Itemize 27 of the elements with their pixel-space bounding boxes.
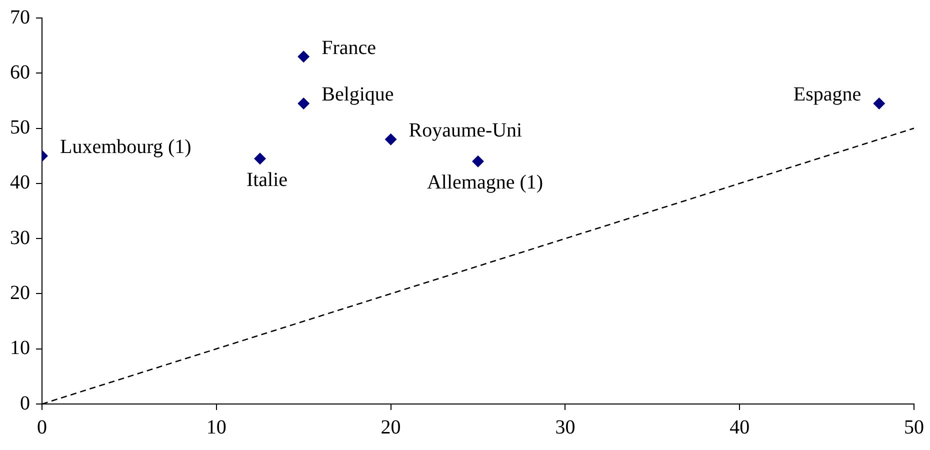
point [873,97,886,110]
x-tick-label: 30 [555,416,576,438]
y-tick-label: 0 [20,392,30,414]
y-tick-label: 40 [10,172,30,194]
x-tick-label: 40 [730,416,750,438]
x-tick-label: 0 [37,416,47,438]
point [298,97,310,110]
y-tick-label: 70 [10,6,30,28]
series-label: Royaume-Uni [408,120,523,142]
point [472,155,484,168]
series-label: Belgique [322,84,394,106]
point [384,133,397,146]
y-tick-label: 10 [10,337,30,360]
series-label: Allemagne (1) [426,172,544,194]
point [298,50,310,63]
y-tick-label: 20 [10,282,30,304]
series-label: France [322,36,376,59]
x-tick-label: 50 [904,416,924,438]
x-tick-label: 10 [206,416,226,438]
y-tick-label: 60 [10,61,30,84]
x-tick-label: 20 [380,416,401,438]
y-tick-label: 50 [10,116,30,139]
point [254,152,266,165]
series-label: Espagne [793,84,862,106]
y-tick-label: 30 [10,226,30,249]
series-label: Italie [246,168,288,191]
series-label: Luxembourg (1) [60,136,192,158]
